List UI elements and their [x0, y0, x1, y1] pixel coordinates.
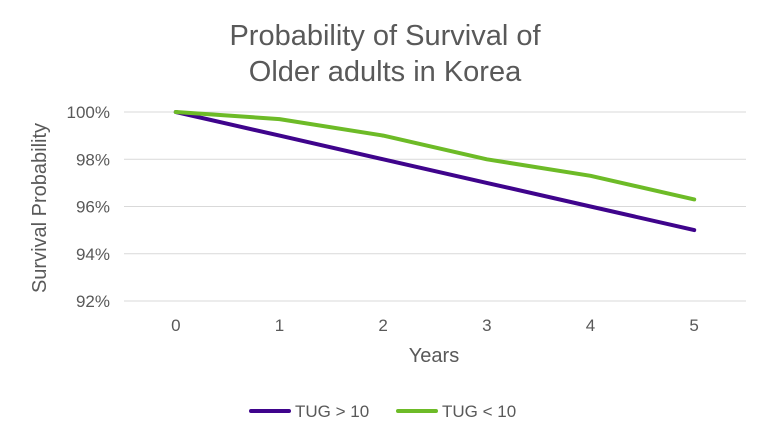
x-tick-label-5: 5 [689, 316, 698, 335]
x-tick-label-1: 1 [275, 316, 284, 335]
series-lines [173, 110, 697, 233]
y-axis-title: Survival Probability [29, 123, 51, 293]
legend-label-1: TUG < 10 [442, 402, 516, 421]
gridlines [124, 111, 746, 302]
x-tick-label-3: 3 [482, 316, 491, 335]
chart-title-line-1: Probability of Survival of [229, 20, 541, 52]
series-line-1 [173, 110, 697, 202]
legend-label-0: TUG > 10 [295, 402, 369, 421]
y-tick-label-4: 92% [76, 292, 110, 311]
chart-title-line-2: Older adults in Korea [249, 56, 522, 88]
legend: TUG > 10 TUG < 10 [249, 402, 516, 421]
y-tick-label-3: 94% [76, 245, 110, 264]
chart-title: Probability of Survival of Older adults … [229, 20, 541, 88]
y-tick-label-2: 96% [76, 198, 110, 217]
y-axis-ticks: 100% 98% 96% 94% 92% [67, 103, 110, 311]
x-axis-title: Years [409, 345, 459, 367]
x-tick-label-2: 2 [378, 316, 387, 335]
series-line-0 [173, 110, 697, 233]
x-axis-ticks: 0 1 2 3 4 5 [171, 316, 699, 335]
y-tick-label-0: 100% [67, 103, 110, 122]
x-tick-label-4: 4 [586, 316, 595, 335]
y-tick-label-1: 98% [76, 150, 110, 169]
x-tick-label-0: 0 [171, 316, 180, 335]
